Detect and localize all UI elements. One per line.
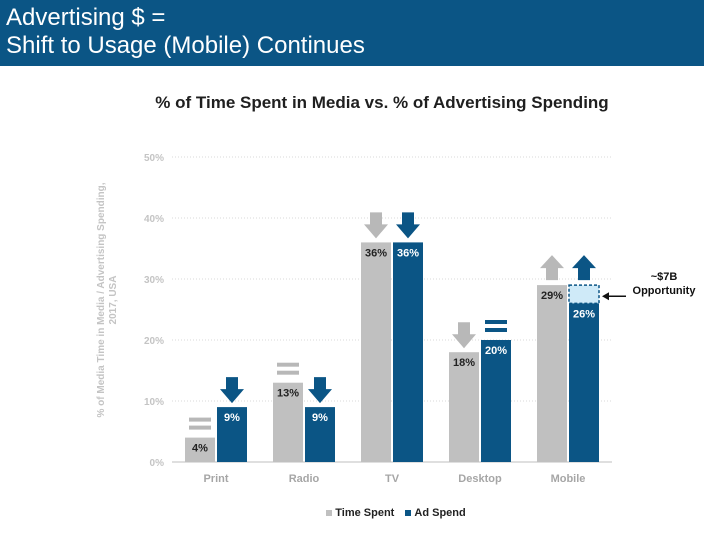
trend-flat-icon bbox=[485, 320, 507, 324]
bar-time-spent-mobile bbox=[537, 285, 567, 462]
bar-time-spent-desktop bbox=[449, 352, 479, 462]
y-tick-label: 30% bbox=[144, 275, 164, 286]
trend-down-icon bbox=[220, 377, 244, 404]
x-tick-label: Desktop bbox=[458, 473, 502, 485]
legend-label-ad-spend: Ad Spend bbox=[414, 507, 466, 519]
data-label-time-spent-print: 4% bbox=[192, 443, 208, 455]
data-label-ad-spend-desktop: 20% bbox=[485, 345, 507, 357]
data-label-time-spent-mobile: 29% bbox=[541, 290, 563, 302]
trend-flat-icon bbox=[277, 362, 299, 367]
y-tick-label: 0% bbox=[150, 458, 165, 469]
x-tick-label: Mobile bbox=[551, 473, 586, 485]
x-tick-label: Print bbox=[203, 473, 228, 485]
chart-legend: Time Spent Ad Spend bbox=[0, 507, 704, 519]
trend-up-icon bbox=[572, 255, 596, 281]
y-tick-label: 50% bbox=[144, 153, 164, 164]
chart-title: % of Time Spent in Media vs. % of Advert… bbox=[155, 93, 609, 112]
bar-ad-spend-mobile bbox=[569, 303, 599, 462]
opportunity-gap bbox=[568, 284, 600, 305]
y-tick-label: 20% bbox=[144, 336, 164, 347]
data-label-ad-spend-tv: 36% bbox=[397, 247, 419, 259]
x-tick-label: Radio bbox=[289, 473, 320, 485]
opportunity-annotation: ~$7B Opportunity bbox=[624, 270, 704, 298]
bar-ad-spend-radio bbox=[305, 407, 335, 462]
bar-ad-spend-tv bbox=[393, 242, 423, 462]
data-label-time-spent-tv: 36% bbox=[365, 247, 387, 259]
bar-time-spent-radio bbox=[273, 382, 303, 462]
trend-flat-icon bbox=[485, 328, 507, 332]
legend-label-time-spent: Time Spent bbox=[335, 507, 395, 519]
y-tick-label: 10% bbox=[144, 397, 164, 408]
data-label-ad-spend-mobile: 26% bbox=[573, 308, 595, 320]
data-label-time-spent-radio: 13% bbox=[277, 388, 299, 400]
trend-down-icon bbox=[364, 212, 388, 239]
trend-flat-icon bbox=[277, 370, 299, 375]
legend-item-ad-spend: Ad Spend bbox=[405, 507, 466, 519]
legend-swatch-time-spent bbox=[326, 510, 333, 517]
bar-time-spent-print bbox=[185, 437, 215, 462]
x-tick-label: TV bbox=[385, 473, 400, 485]
data-label-time-spent-desktop: 18% bbox=[453, 357, 475, 369]
data-label-ad-spend-print: 9% bbox=[224, 412, 240, 424]
trend-down-icon bbox=[452, 322, 476, 349]
trend-flat-icon bbox=[189, 425, 211, 430]
opportunity-amount: ~$7B bbox=[650, 271, 678, 283]
opportunity-text: Opportunity bbox=[632, 285, 696, 297]
trend-flat-icon bbox=[189, 417, 211, 422]
legend-swatch-ad-spend bbox=[405, 510, 412, 517]
trend-down-icon bbox=[396, 212, 420, 239]
bar-ad-spend-print bbox=[217, 407, 247, 462]
header-banner: Advertising $ = Shift to Usage (Mobile) … bbox=[0, 0, 704, 66]
bar-time-spent-tv bbox=[361, 242, 391, 462]
header-title-line1: Advertising $ = bbox=[6, 4, 166, 31]
bar-ad-spend-desktop bbox=[481, 340, 511, 462]
trend-down-icon bbox=[308, 377, 332, 404]
legend-item-time-spent: Time Spent bbox=[326, 507, 397, 519]
data-label-ad-spend-radio: 9% bbox=[312, 412, 328, 424]
header-title-line2: Shift to Usage (Mobile) Continues bbox=[6, 32, 365, 59]
y-tick-label: 40% bbox=[144, 214, 164, 225]
trend-up-icon bbox=[540, 255, 564, 281]
opportunity-pointer-icon bbox=[602, 292, 609, 301]
